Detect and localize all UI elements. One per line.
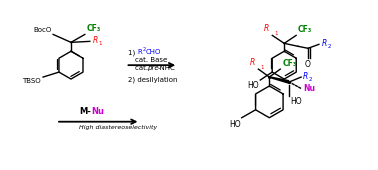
Polygon shape: [270, 76, 289, 84]
Text: 2) desilylation: 2) desilylation: [129, 77, 178, 83]
Text: pre: pre: [147, 65, 159, 71]
Text: Nu: Nu: [303, 84, 315, 94]
Text: 2: 2: [309, 76, 313, 82]
Text: cat.: cat.: [135, 65, 151, 71]
Text: cat. Base: cat. Base: [135, 57, 168, 63]
Text: HO: HO: [290, 97, 302, 106]
Text: HO: HO: [248, 81, 259, 90]
Text: CF₃: CF₃: [298, 26, 312, 34]
Text: 1: 1: [99, 41, 102, 46]
Text: TBSO: TBSO: [22, 78, 41, 84]
Text: R: R: [93, 36, 98, 45]
Text: Nu: Nu: [91, 107, 104, 116]
Text: 1: 1: [274, 31, 278, 36]
Text: CF₃: CF₃: [87, 24, 101, 33]
Text: R: R: [303, 72, 308, 81]
Text: BocO: BocO: [33, 27, 51, 33]
Text: CF₃: CF₃: [282, 59, 296, 68]
Text: R: R: [322, 39, 327, 48]
Text: 1): 1): [129, 49, 140, 56]
Text: R: R: [250, 58, 256, 67]
Text: High diastereoselectivity: High diastereoselectivity: [79, 125, 157, 130]
Text: M-: M-: [79, 107, 91, 116]
Text: O: O: [305, 60, 311, 69]
Text: 1: 1: [260, 65, 264, 70]
Text: -NHC: -NHC: [157, 65, 175, 71]
Text: HO: HO: [229, 120, 241, 129]
Text: 2: 2: [328, 44, 332, 49]
Text: CHO: CHO: [146, 49, 161, 55]
Text: 2: 2: [143, 47, 146, 52]
Text: R: R: [264, 24, 270, 33]
Text: R: R: [138, 49, 142, 55]
